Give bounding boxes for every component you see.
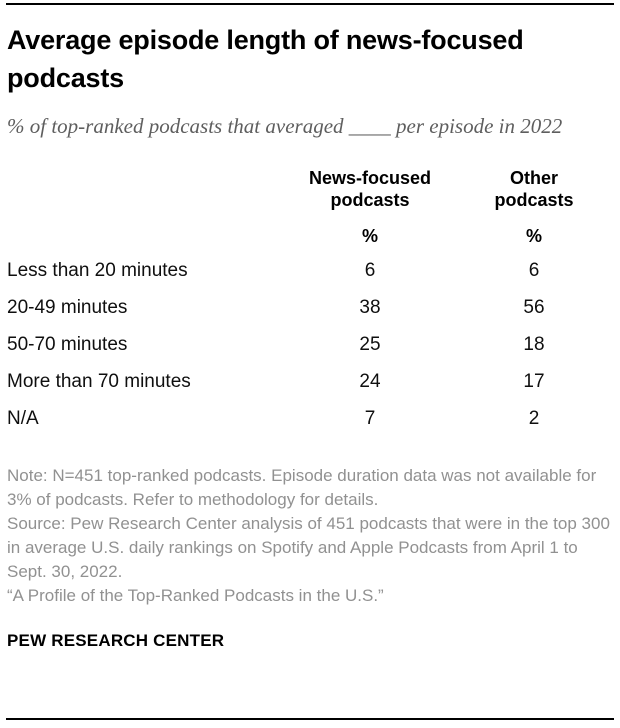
data-table: News-focused podcasts Other podcasts % %… — [7, 167, 613, 437]
table-row: 20-49 minutes 38 56 — [7, 289, 613, 326]
bottom-rule — [6, 718, 614, 720]
other-value: 17 — [523, 370, 545, 392]
unit-label-news: % — [361, 226, 378, 246]
row-label: 50-70 minutes — [7, 333, 128, 355]
column-header-other: Other podcasts — [494, 168, 574, 210]
news-value: 7 — [364, 407, 376, 429]
unit-row: % % — [7, 226, 613, 247]
source-text: Source: Pew Research Center analysis of … — [7, 514, 610, 581]
news-value: 6 — [364, 259, 376, 281]
row-label: 20-49 minutes — [7, 296, 128, 318]
news-value: 24 — [359, 370, 381, 392]
row-label: N/A — [7, 407, 39, 429]
table-row: 50-70 minutes 25 18 — [7, 326, 613, 363]
chart-subtitle: % of top-ranked podcasts that averaged _… — [7, 114, 563, 138]
table-row: More than 70 minutes 24 17 — [7, 363, 613, 400]
other-value: 6 — [528, 259, 540, 281]
report-title: “A Profile of the Top-Ranked Podcasts in… — [7, 586, 384, 605]
page-title: Average episode length of news-focused p… — [7, 25, 524, 93]
note-text: Note: N=451 top-ranked podcasts. Episode… — [7, 466, 597, 509]
news-value: 25 — [359, 333, 381, 355]
table-body: Less than 20 minutes 6 6 20-49 minutes 3… — [7, 252, 613, 437]
other-value: 56 — [523, 296, 545, 318]
column-header-news-focused: News-focused podcasts — [308, 168, 432, 210]
unit-label-other: % — [525, 226, 542, 246]
row-label: More than 70 minutes — [7, 370, 191, 392]
pew-research-center-wordmark: PEW RESEARCH CENTER — [7, 631, 225, 650]
top-rule — [6, 3, 614, 5]
footnotes: Note: N=451 top-ranked podcasts. Episode… — [7, 464, 611, 608]
table-row: N/A 7 2 — [7, 400, 613, 437]
other-value: 2 — [528, 407, 540, 429]
other-value: 18 — [523, 333, 545, 355]
news-value: 38 — [359, 296, 381, 318]
table-header-row: News-focused podcasts Other podcasts — [7, 167, 613, 211]
row-label: Less than 20 minutes — [7, 259, 188, 281]
table-row: Less than 20 minutes 6 6 — [7, 252, 613, 289]
